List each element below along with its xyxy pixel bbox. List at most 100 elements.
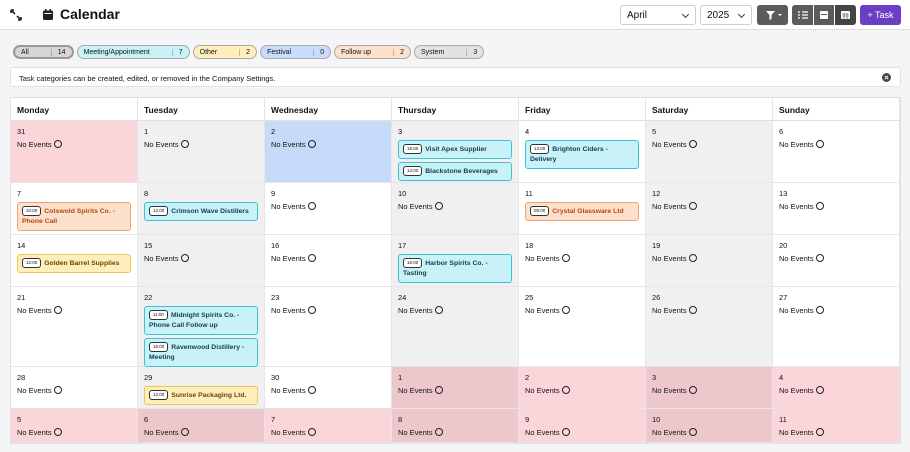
day-cell[interactable]: 29 12:00 Sunrise Packaging Ltd. xyxy=(138,367,265,409)
close-notice[interactable] xyxy=(882,73,891,82)
no-events: No Events xyxy=(398,306,512,315)
day-cell[interactable]: 15 No Events xyxy=(138,235,265,287)
day-number: 2 xyxy=(525,373,530,382)
day-cell[interactable]: 2 No Events xyxy=(519,367,646,409)
no-events: No Events xyxy=(652,254,766,263)
no-events: No Events xyxy=(271,254,385,263)
day-cell[interactable]: 9 No Events xyxy=(519,409,646,443)
day-cell[interactable]: 8 No Events xyxy=(392,409,519,443)
day-number: 14 xyxy=(17,241,26,250)
event-time: 09:00 xyxy=(530,206,550,216)
no-events: No Events xyxy=(525,428,639,437)
event[interactable]: 14:00 Blackstone Beverages xyxy=(398,162,512,181)
notice-text: Task categories can be created, edited, … xyxy=(19,74,276,83)
top-bar: Calendar April 2025 + Task xyxy=(0,0,910,30)
event[interactable]: 11:00 Midnight Spirits Co. - Phone Call F… xyxy=(144,306,258,335)
event-title: Visit Apex Supplier xyxy=(425,146,487,153)
day-number: 4 xyxy=(779,373,784,382)
day-cell[interactable]: 27 No Events xyxy=(773,287,900,367)
filter-button[interactable] xyxy=(757,5,788,25)
event-title: Brighton Ciders - Delivery xyxy=(530,146,608,163)
filter-chip[interactable]: Other 2 xyxy=(192,45,258,59)
day-cell[interactable]: 23 No Events xyxy=(265,287,392,367)
day-cell[interactable]: 14 12:00 Golden Barrel Supplies xyxy=(11,235,138,287)
day-number: 11 xyxy=(779,415,787,424)
day-cell[interactable]: 16 No Events xyxy=(265,235,392,287)
event[interactable]: 13:00 Brighton Ciders - Delivery xyxy=(525,140,639,169)
day-number: 3 xyxy=(398,127,403,136)
weekday-label: Monday xyxy=(11,98,138,120)
event[interactable]: 09:00 Crystal Glassware Ltd xyxy=(525,202,639,221)
day-number: 23 xyxy=(271,293,280,302)
day-cell[interactable]: 28 No Events xyxy=(11,367,138,409)
event[interactable]: 10:00 Cotswold Spirits Co. - Phone Call xyxy=(17,202,131,231)
year-select[interactable]: 2025 xyxy=(700,5,752,25)
day-cell[interactable]: 20 No Events xyxy=(773,235,900,287)
event-title: Midnight Spirits Co. - Phone Call Follow… xyxy=(149,312,240,329)
filter-chip[interactable]: System 3 xyxy=(413,45,485,59)
day-cell[interactable]: 31 No Events xyxy=(11,121,138,183)
list-view-button[interactable] xyxy=(792,5,813,25)
day-cell[interactable]: 3 No Events xyxy=(646,367,773,409)
month-select[interactable]: April xyxy=(620,5,696,25)
day-cell[interactable]: 12 No Events xyxy=(646,183,773,235)
day-number: 6 xyxy=(144,415,149,424)
day-cell[interactable]: 19 No Events xyxy=(646,235,773,287)
day-number: 10 xyxy=(398,189,407,198)
day-cell[interactable]: 9 No Events xyxy=(265,183,392,235)
filter-chip[interactable]: Follow up 2 xyxy=(334,45,411,59)
event-title: Ravenwood Distillery - Meeting xyxy=(149,344,245,361)
day-cell[interactable]: 11 No Events xyxy=(773,409,900,443)
day-cell[interactable]: 18 No Events xyxy=(519,235,646,287)
day-cell[interactable]: 4 No Events xyxy=(773,367,900,409)
weekday-label: Thursday xyxy=(392,98,519,120)
day-cell[interactable]: 25 No Events xyxy=(519,287,646,367)
week-view-button[interactable] xyxy=(814,5,834,25)
day-cell[interactable]: 26 No Events xyxy=(646,287,773,367)
day-cell[interactable]: 1 No Events xyxy=(138,121,265,183)
day-cell[interactable]: 24 No Events xyxy=(392,287,519,367)
week-row: 5 No Events 6 No Events 7 No Events 8 No Events… xyxy=(11,409,900,443)
event[interactable]: 15:00 Ravenwood Distillery - Meeting xyxy=(144,338,258,367)
chip-label: All xyxy=(21,48,29,56)
day-cell[interactable]: 5 No Events xyxy=(646,121,773,183)
event[interactable]: 16:00 Harbor Spirits Co. - Tasting xyxy=(398,254,512,283)
filter-chip[interactable]: Festival 0 xyxy=(260,45,332,59)
day-cell[interactable]: 22 11:00 Midnight Spirits Co. - Phone Call… xyxy=(138,287,265,367)
day-cell[interactable]: 7 10:00 Cotswold Spirits Co. - Phone Call xyxy=(11,183,138,235)
day-cell[interactable]: 4 13:00 Brighton Ciders - Delivery xyxy=(519,121,646,183)
day-cell[interactable]: 8 12:00 Crimson Wave Distillers xyxy=(138,183,265,235)
event[interactable]: 12:00 Crimson Wave Distillers xyxy=(144,202,258,221)
no-events: No Events xyxy=(144,254,258,263)
day-cell[interactable]: 10 No Events xyxy=(646,409,773,443)
event[interactable]: 12:00 Sunrise Packaging Ltd. xyxy=(144,386,258,405)
day-cell[interactable]: 21 No Events xyxy=(11,287,138,367)
event-time: 15:00 xyxy=(149,342,169,352)
collapse-icon[interactable] xyxy=(10,9,22,21)
event[interactable]: 12:00 Golden Barrel Supplies xyxy=(17,254,131,273)
filter-chip[interactable]: All 14 xyxy=(13,45,74,59)
day-cell[interactable]: 6 No Events xyxy=(773,121,900,183)
day-cell[interactable]: 5 No Events xyxy=(11,409,138,443)
day-cell[interactable]: 10 No Events xyxy=(392,183,519,235)
day-number: 24 xyxy=(398,293,407,302)
day-cell[interactable]: 7 No Events xyxy=(265,409,392,443)
day-cell[interactable]: 6 No Events xyxy=(138,409,265,443)
day-number: 1 xyxy=(398,373,403,382)
event-title: Harbor Spirits Co. - Tasting xyxy=(403,260,488,277)
day-cell[interactable]: 2 No Events xyxy=(265,121,392,183)
day-cell[interactable]: 1 No Events xyxy=(392,367,519,409)
add-task-button[interactable]: + Task xyxy=(860,5,901,25)
day-cell[interactable]: 3 16:00 Visit Apex Supplier 14:00 Blackstone… xyxy=(392,121,519,183)
filter-chip[interactable]: Meeting/Appointment 7 xyxy=(76,45,190,59)
day-cell[interactable]: 11 09:00 Crystal Glassware Ltd xyxy=(519,183,646,235)
day-cell[interactable]: 17 16:00 Harbor Spirits Co. - Tasting xyxy=(392,235,519,287)
month-view-button[interactable] xyxy=(835,5,856,25)
no-events: No Events xyxy=(271,202,385,211)
day-number: 9 xyxy=(271,189,276,198)
day-cell[interactable]: 13 No Events xyxy=(773,183,900,235)
no-events: No Events xyxy=(144,428,258,437)
event[interactable]: 16:00 Visit Apex Supplier xyxy=(398,140,512,159)
day-cell[interactable]: 30 No Events xyxy=(265,367,392,409)
event-title: Crystal Glassware Ltd xyxy=(552,208,624,215)
